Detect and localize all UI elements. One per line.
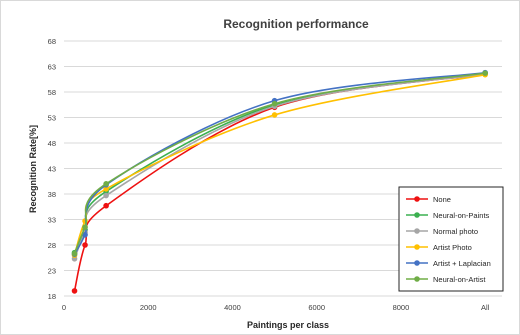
data-point xyxy=(103,181,109,187)
series-layer xyxy=(71,69,488,294)
y-tick-label: 23 xyxy=(48,267,56,276)
x-tick-label: 2000 xyxy=(140,303,157,312)
data-point xyxy=(82,242,88,248)
data-point xyxy=(103,186,109,192)
y-tick-label: 33 xyxy=(48,216,56,225)
legend-item: Artist + Laplacian xyxy=(406,259,491,268)
legend-swatch-marker xyxy=(414,196,420,202)
legend-label: None xyxy=(433,195,451,204)
x-tick-label: 8000 xyxy=(393,303,410,312)
data-point xyxy=(103,202,109,209)
y-tick-label: 38 xyxy=(48,190,56,199)
x-tick-label: 4000 xyxy=(224,303,241,312)
data-point xyxy=(71,250,78,257)
legend-label: Neural-on-Artist xyxy=(433,275,486,284)
data-point xyxy=(82,224,88,230)
legend-label: Normal photo xyxy=(433,227,478,236)
y-tick-label: 43 xyxy=(48,165,56,174)
x-tick-label: All xyxy=(481,303,490,312)
legend-label: Neural-on-Paints xyxy=(433,211,490,220)
tick-labels: 18 23 28 33 38 43 48 53 58 63 68 0 2000 4000 6000 8000 A… xyxy=(48,37,490,312)
data-point xyxy=(482,70,488,76)
legend-label: Artist Photo xyxy=(433,243,472,252)
x-tick-label: 6000 xyxy=(308,303,325,312)
chart-title: Recognition performance xyxy=(223,17,369,31)
y-tick-label: 63 xyxy=(48,63,56,72)
legend-item: Artist Photo xyxy=(406,243,472,252)
legend-label: Artist + Laplacian xyxy=(433,259,491,268)
series-5 xyxy=(71,70,488,257)
legend-swatch-marker xyxy=(414,212,420,218)
legend-item: Neural-on-Artist xyxy=(406,275,486,284)
data-point xyxy=(271,112,278,118)
y-tick-label: 48 xyxy=(48,139,56,148)
y-tick-label: 18 xyxy=(48,292,56,301)
y-tick-label: 28 xyxy=(48,241,56,250)
legend-item: Neural-on-Paints xyxy=(406,211,490,220)
data-point xyxy=(271,100,278,107)
legend-item: None xyxy=(406,195,451,204)
legend-swatch-marker xyxy=(414,228,420,234)
legend-swatch-marker xyxy=(414,244,420,250)
y-tick-label: 53 xyxy=(48,114,56,123)
legend-swatch-marker xyxy=(414,260,420,266)
data-point xyxy=(82,232,88,238)
y-tick-label: 58 xyxy=(48,88,56,97)
x-axis-title: Paintings per class xyxy=(247,320,329,330)
gridlines xyxy=(64,40,502,297)
data-point xyxy=(103,192,109,199)
data-point xyxy=(71,288,78,294)
x-tick-label: 0 xyxy=(62,303,66,312)
legend-items: None Neural-on-Paints Normal photo Artist P… xyxy=(406,195,491,284)
legend-swatch-marker xyxy=(414,276,420,282)
legend-box xyxy=(398,186,504,292)
y-tick-label: 68 xyxy=(48,37,56,46)
legend-item: Normal photo xyxy=(406,227,478,236)
legend: None Neural-on-Paints Normal photo Artist P… xyxy=(398,186,504,292)
y-axis-title: Recognition Rate[%] xyxy=(28,125,38,213)
